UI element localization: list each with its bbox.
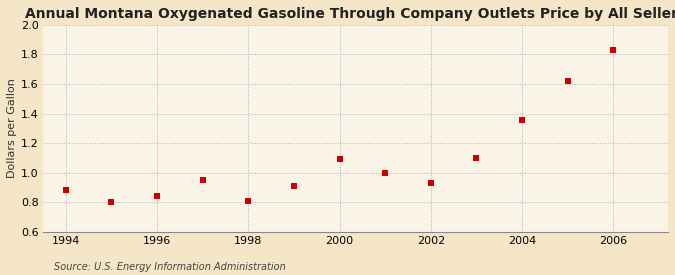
Point: [288, 184, 299, 188]
Point: [425, 181, 436, 185]
Text: Source: U.S. Energy Information Administration: Source: U.S. Energy Information Administ…: [54, 262, 286, 272]
Point: [334, 157, 345, 162]
Point: [152, 194, 163, 199]
Point: [197, 178, 208, 182]
Point: [608, 48, 619, 52]
Title: Annual Montana Oxygenated Gasoline Through Company Outlets Price by All Sellers: Annual Montana Oxygenated Gasoline Throu…: [25, 7, 675, 21]
Point: [61, 188, 72, 193]
Point: [562, 79, 573, 83]
Y-axis label: Dollars per Gallon: Dollars per Gallon: [7, 78, 17, 178]
Point: [471, 156, 482, 160]
Point: [516, 117, 527, 122]
Point: [106, 200, 117, 205]
Point: [380, 170, 391, 175]
Point: [243, 199, 254, 203]
